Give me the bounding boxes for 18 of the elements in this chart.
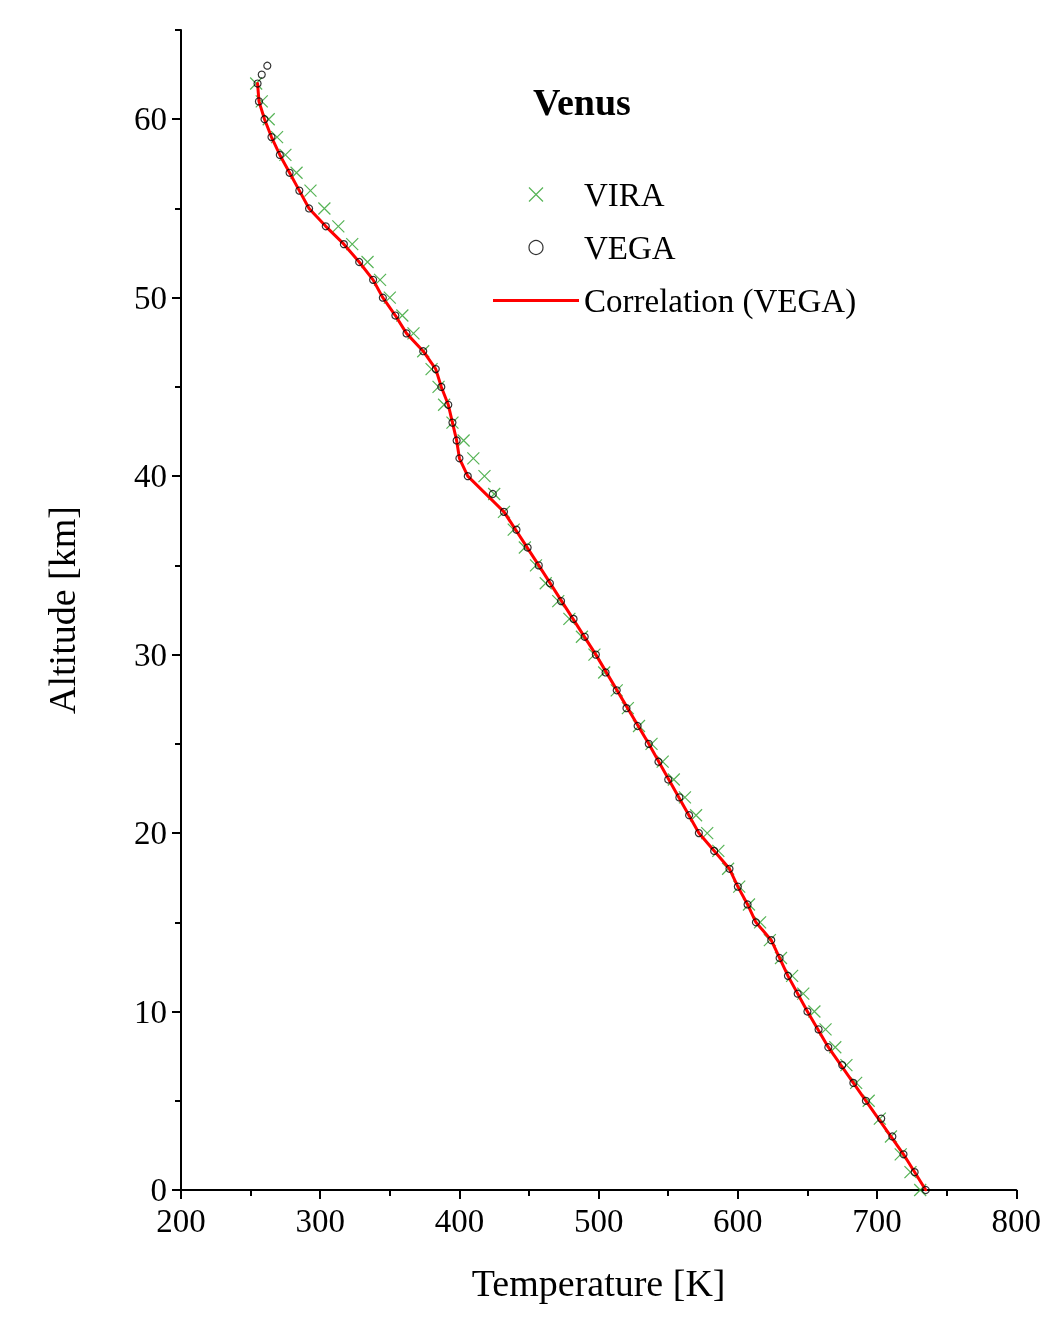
x-tick-label: 700 <box>852 1202 902 1239</box>
x-tick-label: 800 <box>991 1202 1041 1239</box>
y-tick-label: 30 <box>134 636 167 673</box>
legend-label: VIRA <box>584 176 665 213</box>
y-tick-label: 50 <box>134 279 167 316</box>
y-tick-label: 40 <box>134 458 167 495</box>
legend-label: VEGA <box>584 229 676 266</box>
legend-label: Correlation (VEGA) <box>584 282 857 320</box>
x-tick-label: 500 <box>573 1202 624 1239</box>
x-tick-label: 600 <box>713 1202 763 1239</box>
y-tick-label: 10 <box>134 993 167 1030</box>
text: Venus <box>533 81 631 123</box>
y-tick-label: 60 <box>134 101 167 138</box>
x-axis-title: Temperature [K] <box>471 1262 726 1304</box>
x-tick-label: 300 <box>295 1202 345 1239</box>
x-tick-label: 400 <box>434 1202 485 1239</box>
y-tick-label: 20 <box>134 815 167 852</box>
y-axis-title: Altitude [km] <box>41 506 83 714</box>
